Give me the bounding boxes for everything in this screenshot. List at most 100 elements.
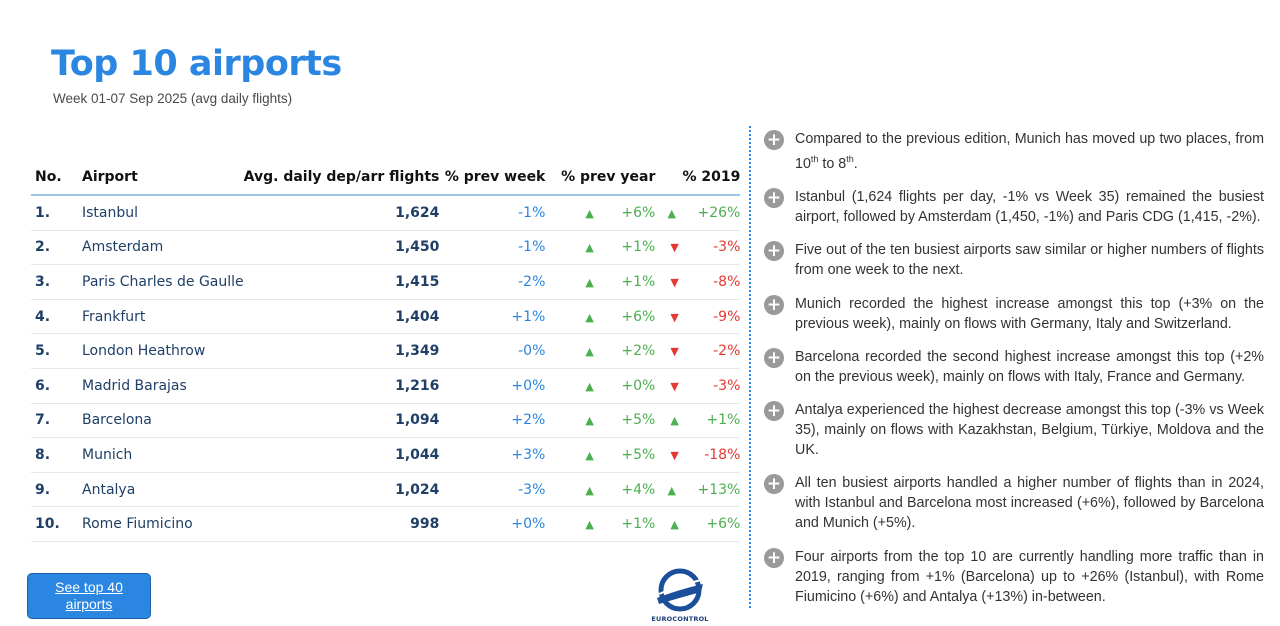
table-row: 7. Barcelona 1,094 +2% ▲ +5% ▲ +1% [31, 403, 741, 439]
airport-name-cell: Madrid Barajas [82, 368, 244, 404]
vertical-divider [749, 126, 751, 608]
note-item: + Compared to the previous edition, Munic… [764, 129, 1264, 174]
arrow-up-icon: ▲ [585, 483, 594, 497]
plus-circle-icon: + [764, 130, 784, 150]
y2019-cell: ▼ -3% [655, 368, 741, 404]
rank-cell: 2. [31, 230, 82, 266]
table-body: 1. Istanbul 1,624 -1% ▲ +6% ▲ +26% 2. Amsterdam 1,… [31, 195, 741, 542]
arrow-down-icon: ▼ [670, 310, 679, 324]
arrow-up-icon: ▲ [585, 345, 594, 359]
plus-circle-icon: + [764, 240, 784, 261]
notes-list: + Compared to the previous edition, Munic… [764, 129, 1264, 607]
y2019-cell-value: +1% [706, 412, 741, 429]
airport-name-cell: Rome Fiumicino [82, 506, 244, 542]
arrow-up-icon: ▲ [667, 483, 676, 497]
note-text-part: Barcelona recorded the second highest in… [795, 348, 1264, 385]
table-row: 2. Amsterdam 1,450 -1% ▲ +1% ▼ -3% [31, 230, 741, 266]
table-row: 1. Istanbul 1,624 -1% ▲ +6% ▲ +26% [31, 195, 741, 231]
note-text-part: Four airports from the top 10 are curren… [795, 548, 1264, 605]
arrow-down-icon: ▼ [670, 448, 679, 462]
prev-year-cell-value: +6% [621, 204, 656, 221]
see-top-40-button[interactable]: See top 40 airports [27, 573, 151, 619]
plus-circle-icon: + [764, 400, 784, 421]
note-text-part: to 8 [818, 155, 847, 172]
plus-circle-icon: + [764, 473, 784, 494]
page-subtitle: Week 01-07 Sep 2025 (avg daily flights) [53, 91, 293, 106]
note-superscript: th [846, 154, 854, 164]
col-header-no: No. [31, 160, 82, 196]
prev-year-cell: ▲ +5% [545, 437, 656, 473]
note-item: + Antalya experienced the highest decreas… [764, 400, 1264, 460]
table-row: 10. Rome Fiumicino 998 +0% ▲ +1% ▲ +6% [31, 506, 741, 542]
flights-cell: 1,624 [243, 195, 440, 231]
prev-year-cell: ▲ +1% [545, 264, 656, 300]
prev-year-cell-value: +1% [621, 273, 656, 290]
airport-name-cell: Barcelona [82, 403, 244, 439]
y2019-cell-value: +13% [697, 481, 741, 498]
flights-cell: 1,349 [243, 333, 440, 369]
table-row: 3. Paris Charles de Gaulle 1,415 -2% ▲ +1% ▼ -8… [31, 264, 741, 300]
note-text: Five out of the ten busiest airports saw… [795, 240, 1264, 280]
arrow-down-icon: ▼ [670, 241, 679, 255]
table-header-row: No. Airport Avg. daily dep/arr flights %… [31, 160, 741, 196]
arrow-down-icon: ▼ [670, 379, 679, 393]
prev-year-cell: ▲ +6% [545, 299, 656, 335]
plus-circle-icon: + [764, 547, 784, 568]
note-superscript: th [810, 154, 819, 164]
arrow-up-icon: ▲ [585, 448, 594, 462]
arrow-up-icon: ▲ [585, 206, 594, 220]
note-text-part: . [853, 155, 858, 172]
flights-cell: 998 [243, 506, 440, 542]
flights-cell: 1,024 [243, 472, 440, 508]
logo-text: EUROCONTROL [651, 615, 709, 623]
prev-week-cell: +0% [439, 506, 546, 542]
prev-year-cell: ▲ +5% [545, 403, 656, 439]
prev-year-cell: ▲ +2% [545, 333, 656, 369]
note-text-part: Compared to the previous edition, Munich… [795, 131, 1264, 172]
arrow-up-icon: ▲ [667, 206, 676, 220]
prev-year-cell: ▲ +4% [545, 472, 656, 508]
y2019-cell-value: +6% [706, 516, 741, 533]
prev-year-cell-value: +5% [621, 446, 656, 463]
note-text: Munich recorded the highest increase amo… [795, 294, 1264, 334]
note-text: Compared to the previous edition, Munich… [795, 129, 1264, 174]
flights-cell: 1,415 [243, 264, 440, 300]
airport-name-cell: Frankfurt [82, 299, 244, 335]
rank-cell: 3. [31, 264, 82, 300]
arrow-down-icon: ▼ [670, 275, 679, 289]
note-text: All ten busiest airports handled a highe… [795, 473, 1264, 533]
prev-week-cell: +0% [439, 368, 546, 404]
prev-year-cell: ▲ +1% [545, 506, 656, 542]
note-text: Istanbul (1,624 flights per day, -1% vs … [795, 187, 1264, 227]
prev-week-cell: +1% [439, 299, 546, 335]
prev-year-cell-value: +4% [621, 481, 656, 498]
col-header-airport: Airport [82, 160, 244, 196]
plus-circle-icon: + [764, 294, 784, 315]
prev-year-cell-value: +5% [621, 412, 656, 429]
prev-week-cell: -1% [439, 195, 546, 231]
y2019-cell-value: -2% [713, 343, 741, 360]
flights-cell: 1,404 [243, 299, 440, 335]
table-row: 8. Munich 1,044 +3% ▲ +5% ▼ -18% [31, 437, 741, 473]
y2019-cell-value: -3% [713, 239, 741, 256]
y2019-cell: ▲ +26% [655, 195, 741, 231]
table-row: 9. Antalya 1,024 -3% ▲ +4% ▲ +13% [31, 472, 741, 508]
y2019-cell-value: -18% [704, 446, 741, 463]
prev-year-cell: ▲ +1% [545, 230, 656, 266]
y2019-cell: ▼ -2% [655, 333, 741, 369]
note-text: Antalya experienced the highest decrease… [795, 400, 1264, 460]
prev-year-cell: ▲ +6% [545, 195, 656, 231]
prev-year-cell-value: +2% [621, 343, 656, 360]
rank-cell: 8. [31, 437, 82, 473]
arrow-up-icon: ▲ [670, 518, 679, 532]
arrow-down-icon: ▼ [670, 345, 679, 359]
rank-cell: 4. [31, 299, 82, 335]
page-title: Top 10 airports [51, 44, 342, 84]
prev-year-cell-value: +1% [621, 516, 656, 533]
prev-week-cell: -0% [439, 333, 546, 369]
rank-cell: 6. [31, 368, 82, 404]
flights-cell: 1,094 [243, 403, 440, 439]
note-text-part: Munich recorded the highest increase amo… [795, 295, 1264, 332]
col-header-flights: Avg. daily dep/arr flights [243, 160, 440, 196]
prev-week-cell: -1% [439, 230, 546, 266]
